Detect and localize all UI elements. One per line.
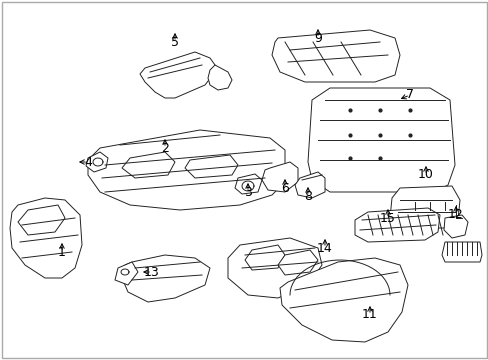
Polygon shape: [244, 245, 285, 270]
Polygon shape: [278, 250, 317, 275]
Text: 14: 14: [317, 242, 332, 255]
Polygon shape: [262, 162, 297, 192]
Text: 15: 15: [379, 211, 395, 225]
Text: 11: 11: [362, 309, 377, 321]
Text: 13: 13: [144, 266, 160, 279]
Polygon shape: [122, 255, 209, 302]
Text: 3: 3: [244, 185, 251, 198]
Text: 8: 8: [304, 189, 311, 202]
Polygon shape: [18, 205, 65, 235]
Polygon shape: [354, 208, 439, 242]
Text: 12: 12: [447, 208, 463, 221]
Text: 10: 10: [417, 168, 433, 181]
Text: 1: 1: [58, 246, 66, 258]
Polygon shape: [140, 52, 215, 98]
Polygon shape: [389, 186, 459, 228]
Polygon shape: [115, 262, 138, 285]
Text: 2: 2: [161, 141, 168, 154]
Polygon shape: [184, 155, 238, 178]
Text: 9: 9: [313, 31, 321, 45]
Polygon shape: [10, 198, 82, 278]
Polygon shape: [294, 172, 325, 198]
Polygon shape: [207, 65, 231, 90]
Polygon shape: [227, 238, 321, 298]
Text: 6: 6: [281, 181, 288, 194]
Polygon shape: [271, 30, 399, 82]
Polygon shape: [235, 174, 262, 194]
Polygon shape: [441, 242, 481, 262]
Text: 7: 7: [405, 89, 413, 102]
Polygon shape: [280, 258, 407, 342]
Polygon shape: [307, 88, 454, 192]
Polygon shape: [88, 130, 285, 210]
Polygon shape: [122, 152, 175, 178]
Text: 5: 5: [171, 36, 179, 49]
Polygon shape: [86, 152, 108, 172]
Text: 4: 4: [84, 156, 92, 168]
Polygon shape: [443, 215, 467, 238]
